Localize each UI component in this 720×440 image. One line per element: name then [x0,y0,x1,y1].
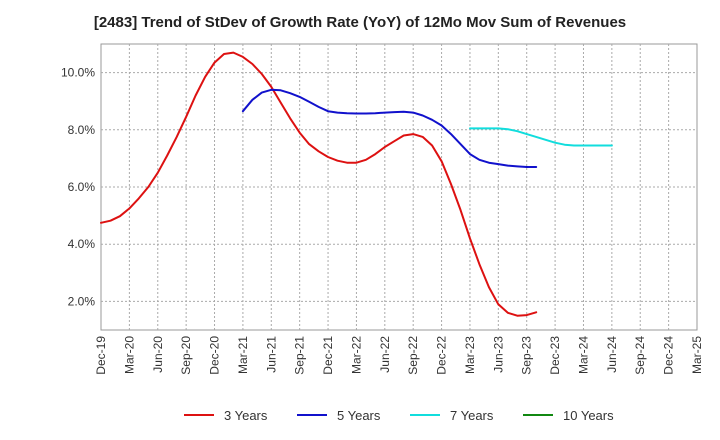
y-tick-label: 2.0% [68,294,96,308]
x-tick-label: Mar-20 [122,336,136,374]
x-tick-label: Dec-22 [435,336,449,375]
y-tick-label: 6.0% [68,180,96,194]
series-line-5-years [241,88,538,168]
legend: 3 Years 5 Years 7 Years 10 Years [184,408,614,423]
x-tick-label: Sep-23 [520,336,534,375]
y-tick-label: 10.0% [61,66,95,80]
x-tick-label: Sep-21 [293,336,307,375]
legend-label-5-years: 5 Years [337,408,381,423]
x-tick-label: Sep-22 [406,336,420,375]
grid-lines [101,44,697,330]
y-tick-label: 4.0% [68,237,96,251]
x-tick-label: Jun-20 [151,336,165,373]
x-tick-label: Jun-24 [605,336,619,373]
legend-label-3-years: 3 Years [224,408,268,423]
legend-label-7-years: 7 Years [450,408,494,423]
x-tick-label: Jun-22 [378,336,392,373]
y-axis-ticks: 2.0% 4.0% 6.0% 8.0% 10.0% [61,66,95,309]
x-tick-label: Mar-24 [576,336,590,374]
y-tick-label: 8.0% [68,123,96,137]
x-tick-label: Jun-23 [491,336,505,373]
x-tick-label: Jun-21 [264,336,278,373]
x-tick-label: Sep-20 [179,336,193,375]
x-tick-label: Mar-21 [236,336,250,374]
series-line-7-years [469,127,613,147]
legend-label-10-years: 10 Years [563,408,614,423]
x-tick-label: Mar-25 [690,336,704,374]
x-tick-label: Sep-24 [633,336,647,375]
x-tick-label: Dec-24 [662,336,676,375]
x-tick-label: Dec-21 [321,336,335,375]
series-line-3-years [100,51,538,317]
x-axis-ticks: Dec-19 Mar-20 Jun-20 Sep-20 Dec-20 Mar-21 Jun-… [94,336,704,375]
chart-title: [2483] Trend of StDev of Growth Rate (Yo… [93,14,627,31]
x-tick-label: Mar-23 [463,336,477,374]
x-tick-label: Mar-22 [349,336,363,374]
x-tick-label: Dec-23 [548,336,562,375]
x-tick-label: Dec-20 [208,336,222,375]
x-tick-label: Dec-19 [94,336,108,375]
series-lines [100,51,613,317]
